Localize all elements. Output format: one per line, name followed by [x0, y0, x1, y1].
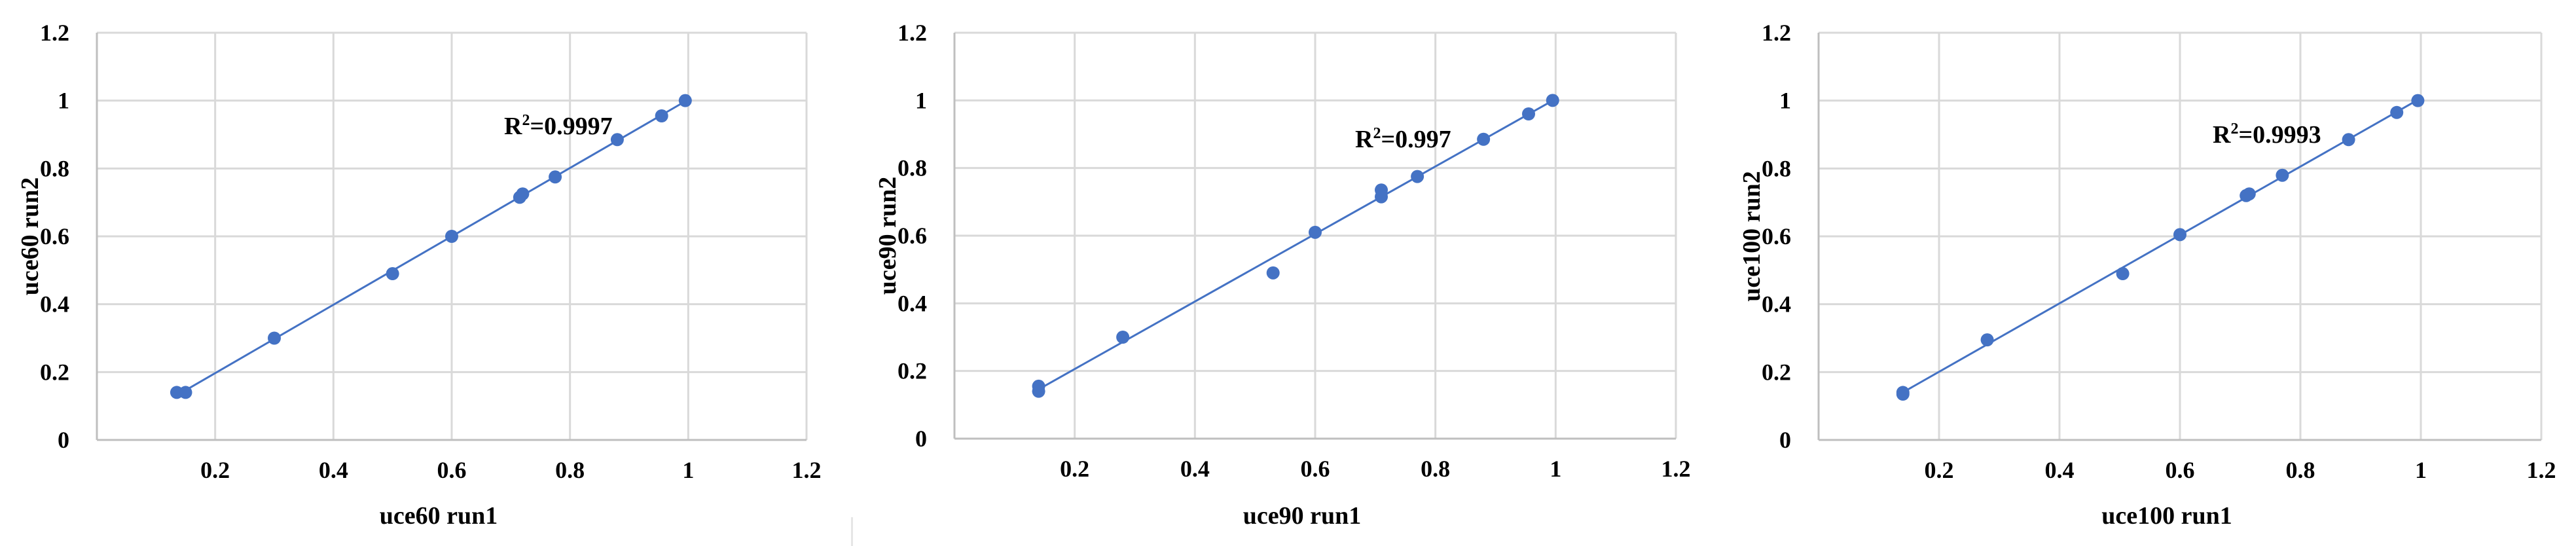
y-tick-label: 1: [1779, 88, 1791, 114]
trendline: [1038, 100, 1553, 390]
scatter-chart-uce90: 0 0.2 0.4 0.6 0.8 1 1.2 0.2 0.4 0.6 0.8 1 1.2 uce90 r…: [874, 20, 1691, 530]
data-point: [2411, 94, 2425, 107]
data-point: [1980, 333, 1994, 347]
y-tick-label: 1.2: [1762, 20, 1791, 46]
data-point: [1477, 132, 1491, 146]
y-tick-label: 0.2: [40, 359, 69, 385]
r-squared-symbol: R: [2213, 121, 2231, 149]
r-squared-value: =0.9997: [530, 113, 612, 140]
data-point: [1375, 183, 1388, 197]
y-axis-title: uce100 run2: [1738, 171, 1766, 302]
scatter-chart-uce60: 0 0.2 0.4 0.6 0.8 1 1.2 0.2 0.4 0.6 0.8 1 1.2 uce60 r…: [16, 20, 822, 530]
y-tick-label: 1: [58, 88, 69, 114]
y-tick-label: 0.2: [1762, 359, 1791, 385]
x-tick-label: 0.4: [1180, 456, 1210, 482]
y-tick-label: 0: [1779, 427, 1791, 453]
x-tick-label: 0.6: [1301, 456, 1330, 482]
y-tick-label: 0.6: [40, 223, 69, 249]
data-point: [2242, 187, 2256, 201]
y-tick-label: 1.2: [40, 20, 69, 46]
data-point: [1546, 94, 1559, 107]
chart-panel-uce90: 0 0.2 0.4 0.6 0.8 1 1.2 0.2 0.4 0.6 0.8 1 1.2 uce90 r…: [858, 0, 1709, 546]
y-tick-label: 0.4: [40, 291, 69, 318]
data-point: [1309, 225, 1322, 239]
x-tick-label: 1.2: [2527, 457, 2556, 483]
y-tick-label: 0.4: [898, 290, 927, 316]
chart-panel-uce100: 0 0.2 0.4 0.6 0.8 1 1.2 0.2 0.4 0.6 0.8 1 1.2 uce100 …: [1722, 0, 2573, 546]
x-tick-label: 0.6: [437, 457, 467, 483]
data-point: [2342, 133, 2355, 147]
r-squared-value: =0.9993: [2238, 121, 2321, 149]
y-tick-label: 1: [915, 87, 927, 113]
data-point: [516, 187, 530, 201]
data-point: [179, 386, 192, 399]
data-point: [2390, 105, 2404, 119]
x-tick-label: 0.8: [1421, 456, 1450, 482]
r-squared-label: R2=0.9997: [504, 112, 613, 140]
data-point: [386, 267, 399, 281]
x-axis-title: uce60 run1: [380, 502, 498, 530]
y-axis-title: uce90 run2: [874, 177, 901, 295]
y-tick-label: 0: [915, 426, 927, 452]
x-tick-label: 0.8: [555, 457, 585, 483]
data-point: [610, 133, 624, 147]
trendline: [176, 100, 686, 397]
x-axis-title: uce90 run1: [1243, 502, 1362, 530]
r-squared-superscript: 2: [1373, 125, 1381, 142]
y-tick-label: 1.2: [898, 20, 927, 46]
y-tick-label: 0.6: [1762, 223, 1791, 249]
x-axis-title: uce100 run1: [2101, 502, 2232, 530]
data-point: [678, 94, 692, 107]
data-point: [1411, 170, 1424, 183]
y-axis-title: uce60 run2: [16, 177, 44, 296]
x-tick-label: 0.2: [200, 457, 230, 483]
data-point: [268, 331, 281, 345]
y-tick-label: 0.8: [898, 155, 927, 181]
panel-divider: [851, 517, 853, 546]
data-point: [2116, 267, 2130, 281]
data-point: [445, 230, 458, 243]
data-point: [1116, 331, 1130, 344]
r-squared-label: R2=0.997: [1355, 125, 1451, 153]
data-point: [2173, 228, 2186, 242]
x-tick-label: 0.2: [1060, 456, 1089, 482]
r-squared-symbol: R: [504, 113, 522, 140]
x-tick-label: 0.4: [2045, 457, 2075, 483]
x-tick-label: 1.2: [1661, 456, 1691, 482]
x-tick-label: 0.4: [319, 457, 348, 483]
r-squared-value: =0.997: [1381, 126, 1451, 153]
data-point: [1522, 107, 1536, 120]
x-tick-label: 1: [682, 457, 694, 483]
y-tick-label: 0: [58, 427, 69, 453]
data-point: [2276, 168, 2289, 182]
x-tick-label: 0.8: [2286, 457, 2315, 483]
x-tick-label: 1: [2415, 457, 2427, 483]
x-tick-label: 1.2: [792, 457, 822, 483]
data-point: [549, 170, 562, 184]
y-tick-label: 0.2: [898, 358, 927, 384]
data-point: [1032, 379, 1045, 393]
data-point: [1266, 266, 1280, 280]
data-point: [655, 109, 668, 122]
r-squared-label: R2=0.9993: [2213, 120, 2321, 149]
chart-panel-uce60: 0 0.2 0.4 0.6 0.8 1 1.2 0.2 0.4 0.6 0.8 1 1.2 uce60 r…: [0, 0, 851, 546]
x-tick-label: 1: [1550, 456, 1561, 482]
scatter-chart-uce100: 0 0.2 0.4 0.6 0.8 1 1.2 0.2 0.4 0.6 0.8 1 1.2 uce100 …: [1738, 20, 2556, 530]
y-tick-label: 0.8: [40, 155, 69, 181]
r-squared-superscript: 2: [522, 112, 530, 129]
data-point: [1896, 386, 1910, 399]
r-squared-superscript: 2: [2230, 120, 2238, 137]
trendline: [1902, 99, 2419, 393]
r-squared-symbol: R: [1355, 126, 1373, 153]
x-tick-label: 0.2: [1925, 457, 1954, 483]
y-tick-label: 0.6: [898, 223, 927, 249]
y-tick-label: 0.8: [1762, 155, 1791, 181]
x-tick-label: 0.6: [2166, 457, 2195, 483]
y-tick-label: 0.4: [1762, 291, 1791, 318]
